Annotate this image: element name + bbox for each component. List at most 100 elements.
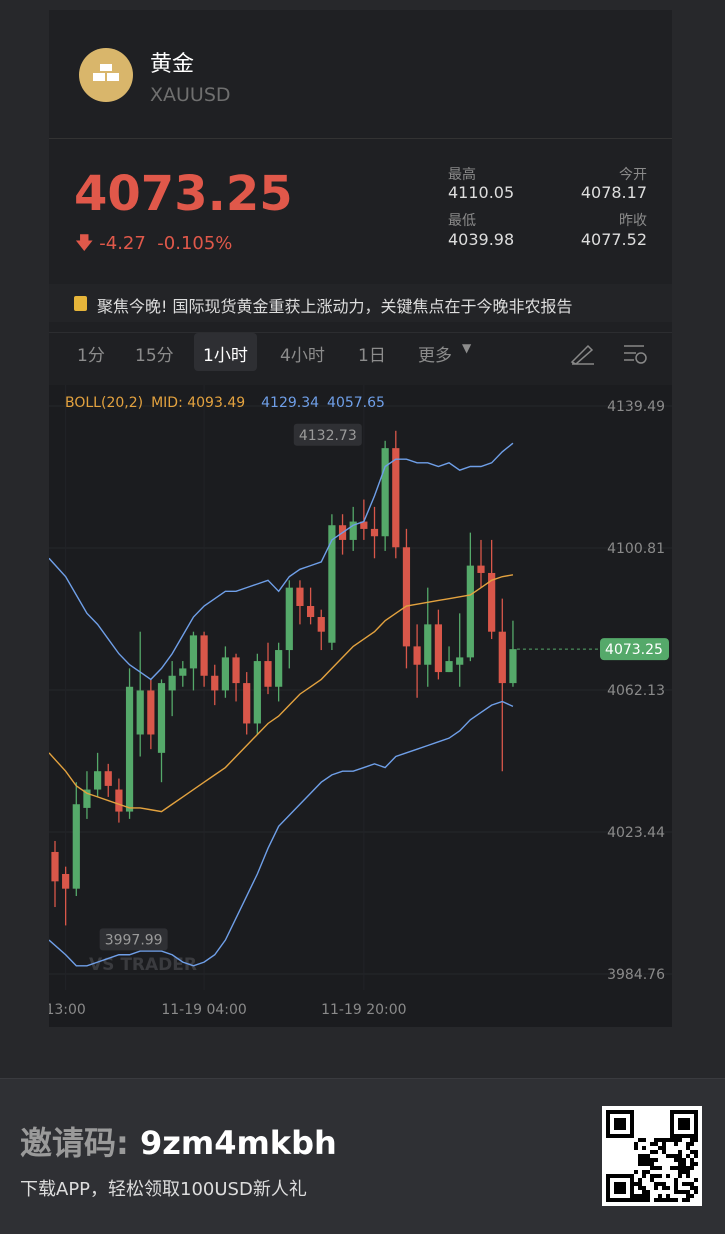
news-text[interactable]: 聚焦今晚! 国际现货黄金重获上涨动力，关键焦点在于今晚非农报告 xyxy=(97,297,573,316)
qr-module xyxy=(694,1130,698,1134)
qr-module xyxy=(622,1182,626,1186)
qr-module xyxy=(682,1110,686,1114)
tab[interactable]: 15分 xyxy=(135,346,174,366)
qr-module xyxy=(690,1166,694,1170)
qr-module xyxy=(606,1126,610,1130)
qr-module xyxy=(622,1118,626,1122)
qr-module xyxy=(694,1178,698,1182)
qr-module xyxy=(690,1162,694,1166)
candle-body xyxy=(200,635,208,676)
qr-module xyxy=(694,1190,698,1194)
qr-module xyxy=(682,1162,686,1166)
qr-module xyxy=(622,1174,626,1178)
candle-body xyxy=(402,547,411,647)
qr-module xyxy=(674,1142,678,1146)
qr-module xyxy=(642,1186,646,1190)
qr-module xyxy=(642,1138,646,1142)
tab[interactable]: 更多 xyxy=(418,346,452,366)
news-bar[interactable] xyxy=(49,284,672,322)
qr-code[interactable] xyxy=(602,1106,702,1206)
x-tick-label: 11-19 20:00 xyxy=(321,1002,406,1018)
qr-module xyxy=(674,1158,678,1162)
qr-module xyxy=(662,1138,666,1142)
legend-label: MID: 4093.49 xyxy=(151,395,245,411)
qr-module xyxy=(638,1162,642,1166)
qr-module xyxy=(678,1122,682,1126)
qr-module xyxy=(666,1138,670,1142)
y-tick-label: 4139.49 xyxy=(607,399,665,415)
qr-module xyxy=(662,1198,666,1202)
annotation-label: 3997.99 xyxy=(105,932,163,948)
qr-module xyxy=(658,1198,662,1202)
qr-module xyxy=(618,1190,622,1194)
qr-module xyxy=(686,1182,690,1186)
qr-module xyxy=(618,1198,622,1202)
qr-module xyxy=(674,1134,678,1138)
qr-module xyxy=(642,1190,646,1194)
candle-body xyxy=(392,448,400,548)
tab[interactable]: 1分 xyxy=(77,346,105,366)
qr-module xyxy=(686,1170,690,1174)
tab[interactable]: 1小时 xyxy=(203,346,248,366)
qr-module xyxy=(674,1198,678,1202)
extreme-annotation: 3997.99 xyxy=(99,928,168,951)
qr-module xyxy=(610,1110,614,1114)
qr-module xyxy=(662,1182,666,1186)
qr-module xyxy=(638,1178,642,1182)
qr-module xyxy=(646,1194,650,1198)
qr-module xyxy=(678,1138,682,1142)
qr-module xyxy=(654,1174,658,1178)
qr-module xyxy=(638,1182,642,1186)
candle-body xyxy=(168,675,176,691)
logo-icon xyxy=(93,64,119,81)
qr-module xyxy=(614,1126,618,1130)
qr-module xyxy=(610,1134,614,1138)
qr-module xyxy=(630,1118,634,1122)
invite-label: 邀请码: xyxy=(20,1124,129,1162)
candle-body xyxy=(498,631,506,684)
qr-module xyxy=(666,1174,670,1178)
qr-module xyxy=(614,1182,618,1186)
qr-module xyxy=(630,1134,634,1138)
qr-module xyxy=(630,1194,634,1198)
qr-module xyxy=(626,1134,630,1138)
qr-module xyxy=(630,1122,634,1126)
boll-line xyxy=(49,700,514,967)
candle-body xyxy=(179,668,187,676)
qr-module xyxy=(626,1174,630,1178)
qr-module xyxy=(690,1134,694,1138)
tab[interactable]: 4小时 xyxy=(280,346,325,366)
qr-module xyxy=(694,1118,698,1122)
qr-module xyxy=(630,1174,634,1178)
qr-module xyxy=(694,1110,698,1114)
candle-body xyxy=(211,675,219,691)
x-tick-label: 13:00 xyxy=(49,1002,86,1018)
price: 4073.25 xyxy=(74,166,293,222)
qr-module xyxy=(634,1198,638,1202)
qr-module xyxy=(670,1134,674,1138)
qr-module xyxy=(674,1178,678,1182)
qr-module xyxy=(614,1122,618,1126)
change-pct: -0.105% xyxy=(157,233,233,254)
qr-module xyxy=(638,1194,642,1198)
y-tick-label: 4023.44 xyxy=(607,825,665,841)
qr-module xyxy=(606,1114,610,1118)
qr-module xyxy=(634,1194,638,1198)
divider xyxy=(49,138,672,139)
qr-module xyxy=(614,1186,618,1190)
candle-body xyxy=(232,657,240,684)
qr-module xyxy=(670,1154,674,1158)
qr-module xyxy=(682,1126,686,1130)
qr-module xyxy=(622,1110,626,1114)
qr-module xyxy=(682,1170,686,1174)
qr-module xyxy=(654,1182,658,1186)
tab[interactable]: 1日 xyxy=(358,346,386,366)
qr-module xyxy=(666,1194,670,1198)
qr-module xyxy=(694,1154,698,1158)
tool-icons[interactable] xyxy=(570,340,650,366)
qr-module xyxy=(670,1130,674,1134)
legend-label: BOLL(20,2) xyxy=(65,395,143,411)
qr-module xyxy=(606,1182,610,1186)
qr-module xyxy=(670,1138,674,1142)
